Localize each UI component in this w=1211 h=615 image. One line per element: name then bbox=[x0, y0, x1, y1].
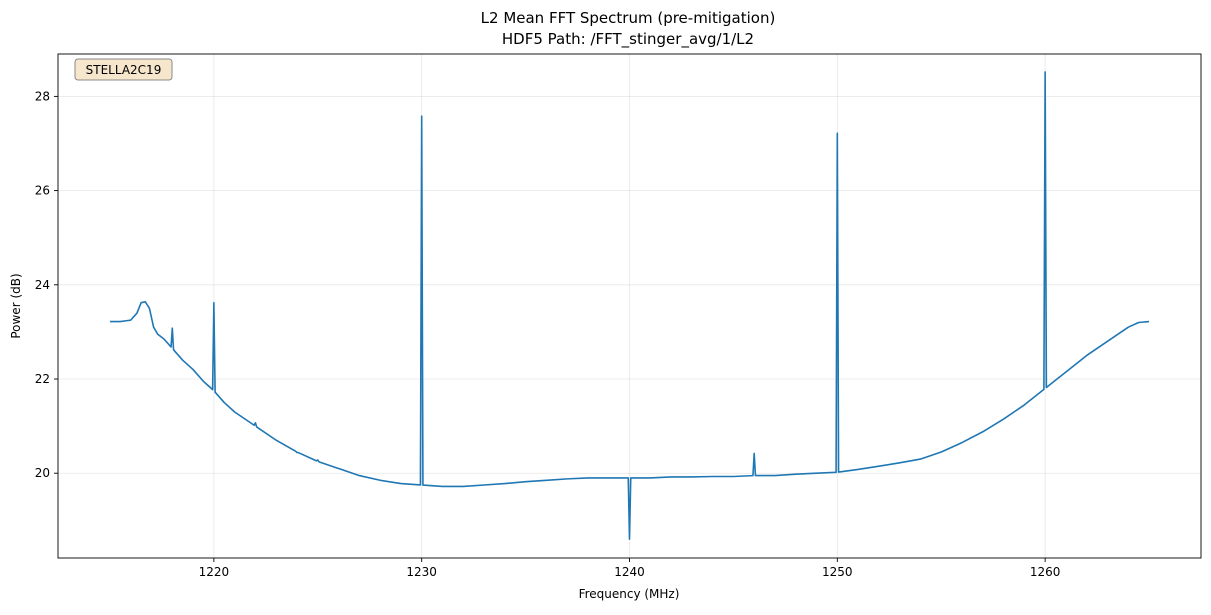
grid-lines bbox=[58, 54, 1201, 558]
x-tick-label: 1220 bbox=[199, 565, 230, 579]
y-tick-label: 24 bbox=[35, 278, 50, 292]
y-tick-label: 20 bbox=[35, 466, 50, 480]
annotation-badge: STELLA2C19 bbox=[74, 58, 173, 81]
chart-title: L2 Mean FFT Spectrum (pre-mitigation) bbox=[481, 9, 776, 27]
chart-subtitle: HDF5 Path: /FFT_stinger_avg/1/L2 bbox=[502, 30, 754, 49]
y-tick-label: 28 bbox=[35, 89, 50, 103]
x-tick-label: 1260 bbox=[1030, 565, 1061, 579]
y-tick-label: 22 bbox=[35, 372, 50, 386]
annotation-box bbox=[74, 58, 173, 81]
x-tick-label: 1240 bbox=[614, 565, 645, 579]
x-tick-label: 1230 bbox=[406, 565, 437, 579]
plot-frame bbox=[57, 53, 1202, 559]
series-line bbox=[109, 71, 1150, 540]
axis-ticks: 1220 1230 1240 1250 1260 20 22 24 26 28 bbox=[35, 89, 1061, 579]
x-axis-label: Frequency (MHz) bbox=[579, 587, 680, 601]
annotation-text: STELLA2C19 bbox=[86, 63, 162, 77]
y-axis-label: Power (dB) bbox=[9, 273, 23, 338]
x-tick-label: 1250 bbox=[822, 565, 853, 579]
y-tick-label: 26 bbox=[35, 184, 50, 198]
